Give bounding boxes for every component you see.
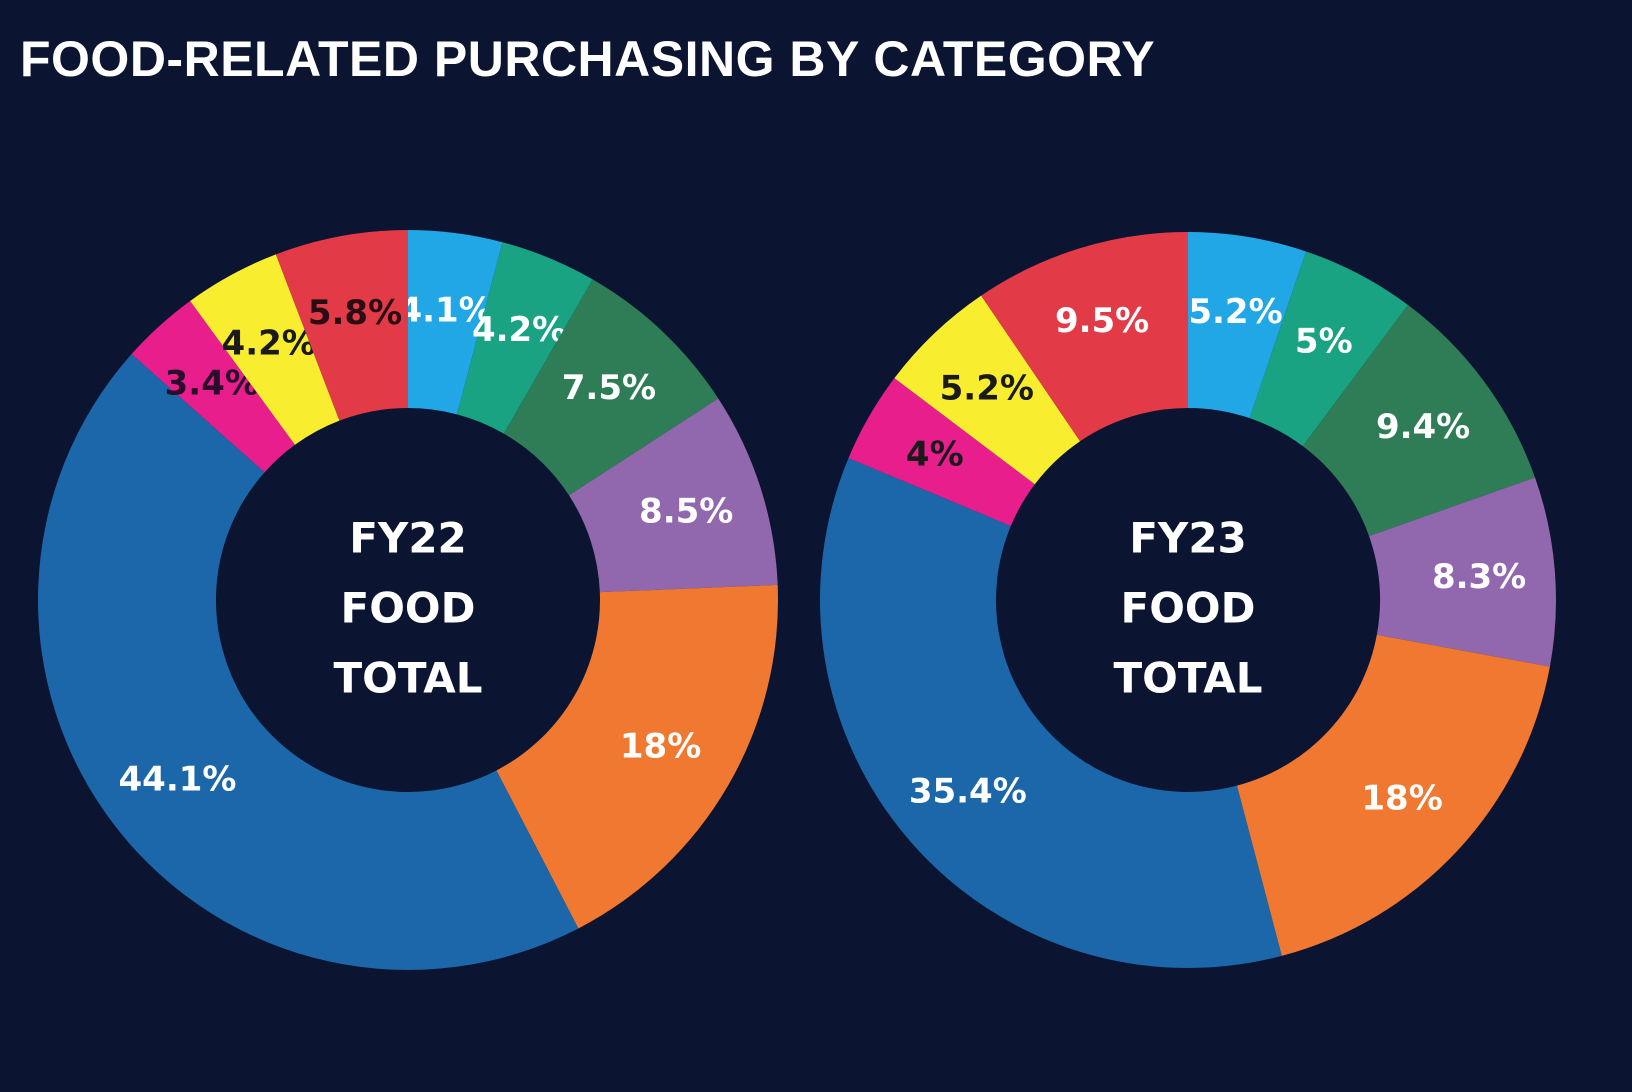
donut-1-center-label-1: FY22 xyxy=(349,514,467,563)
donut-2-slice-7 xyxy=(848,378,1035,526)
donut-1-slice-label-6: 44.1% xyxy=(119,759,237,799)
donut-1-slice-4 xyxy=(569,398,778,593)
donut-2-slice-label-2: 5% xyxy=(1295,322,1353,362)
donut-2-slice-label-7: 4% xyxy=(906,435,964,475)
donut-2-slice-label-9: 9.5% xyxy=(1055,301,1149,341)
donut-1-slice-label-2: 4.2% xyxy=(472,310,566,350)
donut-2-slice-1 xyxy=(1188,232,1307,419)
donut-1-slice-label-5: 18% xyxy=(620,727,701,767)
donut-1-slice-3 xyxy=(503,279,719,496)
donut-1-center-label-2: FOOD xyxy=(341,584,476,633)
donut-2-slice-8 xyxy=(894,295,1081,485)
donut-1-slice-5 xyxy=(496,584,779,929)
donut-2-center-label-1: FY23 xyxy=(1129,514,1247,563)
donut-2-slice-label-3: 9.4% xyxy=(1376,407,1470,447)
donut-2-slice-label-1: 5.2% xyxy=(1188,292,1282,332)
donut-chart-1: 4.1%4.2%7.5%8.5%18%44.1%3.4%4.2%5.8%FY22… xyxy=(37,230,779,971)
donut-2-slice-label-5: 18% xyxy=(1361,779,1442,819)
donut-1-slice-label-4: 8.5% xyxy=(639,491,733,531)
donut-1-slice-label-9: 5.8% xyxy=(308,293,402,333)
donut-1-slice-7 xyxy=(131,300,295,473)
donut-2-slice-2 xyxy=(1249,251,1409,447)
donut-2-slice-label-6: 35.4% xyxy=(909,772,1027,812)
donut-2-center-label-3: TOTAL xyxy=(1113,654,1262,703)
donut-2-slice-5 xyxy=(1236,634,1550,956)
donut-1-slice-9 xyxy=(275,230,408,421)
donut-2-slice-6 xyxy=(820,458,1282,969)
donut-1-slice-label-8: 4.2% xyxy=(222,323,316,363)
donut-1-slice-6 xyxy=(37,354,579,971)
chart-title: FOOD-RELATED PURCHASING BY CATEGORY xyxy=(20,31,1156,87)
donut-2-slice-9 xyxy=(981,232,1188,442)
donut-1-slice-2 xyxy=(457,242,593,434)
donut-2-center-label-2: FOOD xyxy=(1121,584,1256,633)
donut-chart-2: 5.2% 5% 9.4% 8.3% 18% 35.4% 4% 5.2% 9.5% FY23 FOOD… xyxy=(820,232,1557,969)
donut-1-slice-8 xyxy=(190,254,340,445)
donut-1-slice-label-3: 7.5% xyxy=(562,368,656,408)
donut-2-slice-label-8: 5.2% xyxy=(940,368,1034,408)
donut-2-slice-label-4: 8.3% xyxy=(1432,557,1526,597)
donut-2-slice-4 xyxy=(1369,477,1557,667)
donut-1-slice-1 xyxy=(408,230,503,415)
donut-1-center-label-3: TOTAL xyxy=(333,654,482,703)
donut-2-slice-3 xyxy=(1302,305,1536,537)
donut-1-slice-label-1: 4.1% xyxy=(398,290,492,330)
